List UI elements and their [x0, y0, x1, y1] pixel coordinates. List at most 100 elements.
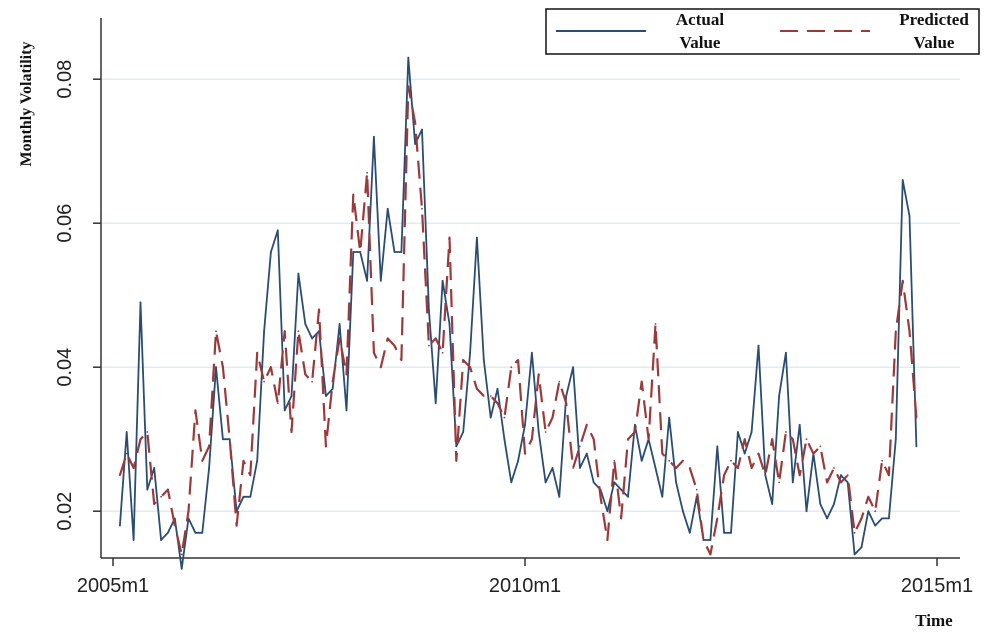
data-point	[304, 323, 307, 325]
data-point	[256, 459, 259, 462]
data-point	[325, 395, 327, 397]
data-point	[764, 474, 767, 477]
data-point	[283, 330, 286, 333]
data-point	[785, 431, 787, 433]
data-point	[798, 423, 801, 426]
data-point	[524, 452, 526, 455]
axes	[100, 18, 960, 559]
data-point	[167, 531, 169, 534]
data-point	[688, 531, 691, 534]
data-point	[517, 459, 519, 462]
data-point	[249, 495, 252, 498]
data-point	[682, 459, 684, 462]
data-point	[215, 330, 217, 333]
data-point	[132, 467, 135, 469]
data-point	[716, 517, 719, 520]
data-point	[881, 459, 883, 462]
data-point	[640, 459, 643, 462]
data-point	[805, 510, 808, 513]
data-point	[297, 330, 300, 333]
data-point	[386, 207, 389, 210]
data-point	[853, 553, 856, 556]
data-point	[208, 467, 211, 469]
data-point	[798, 474, 801, 477]
data-point	[331, 387, 334, 390]
data-point	[338, 323, 341, 325]
data-point	[428, 344, 430, 347]
data-point	[901, 279, 904, 282]
data-point	[531, 351, 533, 354]
data-point	[393, 344, 396, 347]
data-point	[709, 539, 712, 541]
data-point	[366, 279, 368, 282]
data-point	[201, 459, 204, 462]
data-point	[173, 524, 176, 527]
data-point	[414, 143, 416, 145]
data-point	[778, 395, 780, 397]
data-point	[482, 359, 485, 361]
data-point	[119, 524, 121, 527]
data-point	[222, 366, 224, 369]
data-point	[414, 121, 416, 124]
data-point	[331, 380, 334, 383]
data-point	[812, 452, 815, 455]
data-point	[675, 467, 677, 469]
data-point	[908, 330, 911, 333]
data-point	[826, 517, 828, 520]
series-predicted	[118, 85, 918, 556]
data-point	[256, 351, 259, 354]
data-point	[565, 395, 568, 397]
data-point	[448, 323, 451, 325]
data-point	[476, 387, 478, 390]
data-point	[400, 359, 403, 361]
data-point	[407, 85, 410, 88]
data-point	[373, 351, 375, 354]
data-point	[846, 474, 849, 477]
data-point	[675, 481, 677, 484]
data-point	[531, 438, 533, 441]
data-point	[180, 567, 183, 570]
grid-lines	[101, 78, 960, 512]
data-point	[599, 495, 602, 498]
data-point	[517, 359, 519, 361]
data-point	[249, 474, 252, 477]
data-point	[874, 524, 877, 527]
data-point	[860, 517, 863, 520]
data-point	[881, 517, 883, 520]
data-point	[627, 495, 629, 498]
data-point	[290, 395, 293, 397]
data-point	[139, 301, 142, 304]
data-point	[757, 452, 760, 455]
data-point	[441, 351, 444, 354]
data-point	[407, 56, 410, 59]
data-point	[840, 481, 842, 484]
data-point	[860, 546, 863, 549]
data-point	[805, 438, 808, 441]
data-point	[551, 416, 554, 419]
legend-label-predicted-line1: Predicted	[899, 10, 969, 29]
data-point	[215, 366, 217, 369]
data-point	[352, 193, 355, 196]
data-point	[345, 373, 348, 376]
data-point	[434, 337, 437, 340]
data-point	[915, 416, 918, 419]
data-point	[400, 251, 403, 253]
data-point	[771, 503, 774, 505]
data-point	[304, 373, 307, 376]
x-ticks: 2005m1 2010m1 2015m1	[77, 558, 973, 597]
data-point	[661, 452, 664, 455]
data-point	[654, 323, 657, 325]
data-point	[359, 251, 362, 253]
data-point	[263, 330, 265, 333]
data-point	[482, 395, 485, 397]
data-point	[194, 531, 197, 534]
data-point	[311, 337, 313, 340]
data-point	[208, 445, 211, 448]
data-point	[867, 510, 870, 513]
data-point	[565, 402, 568, 405]
data-point	[634, 431, 636, 433]
data-point	[647, 438, 650, 441]
data-point	[510, 366, 513, 369]
y-ticks: 0.02 0.04 0.06 0.08	[54, 60, 101, 531]
